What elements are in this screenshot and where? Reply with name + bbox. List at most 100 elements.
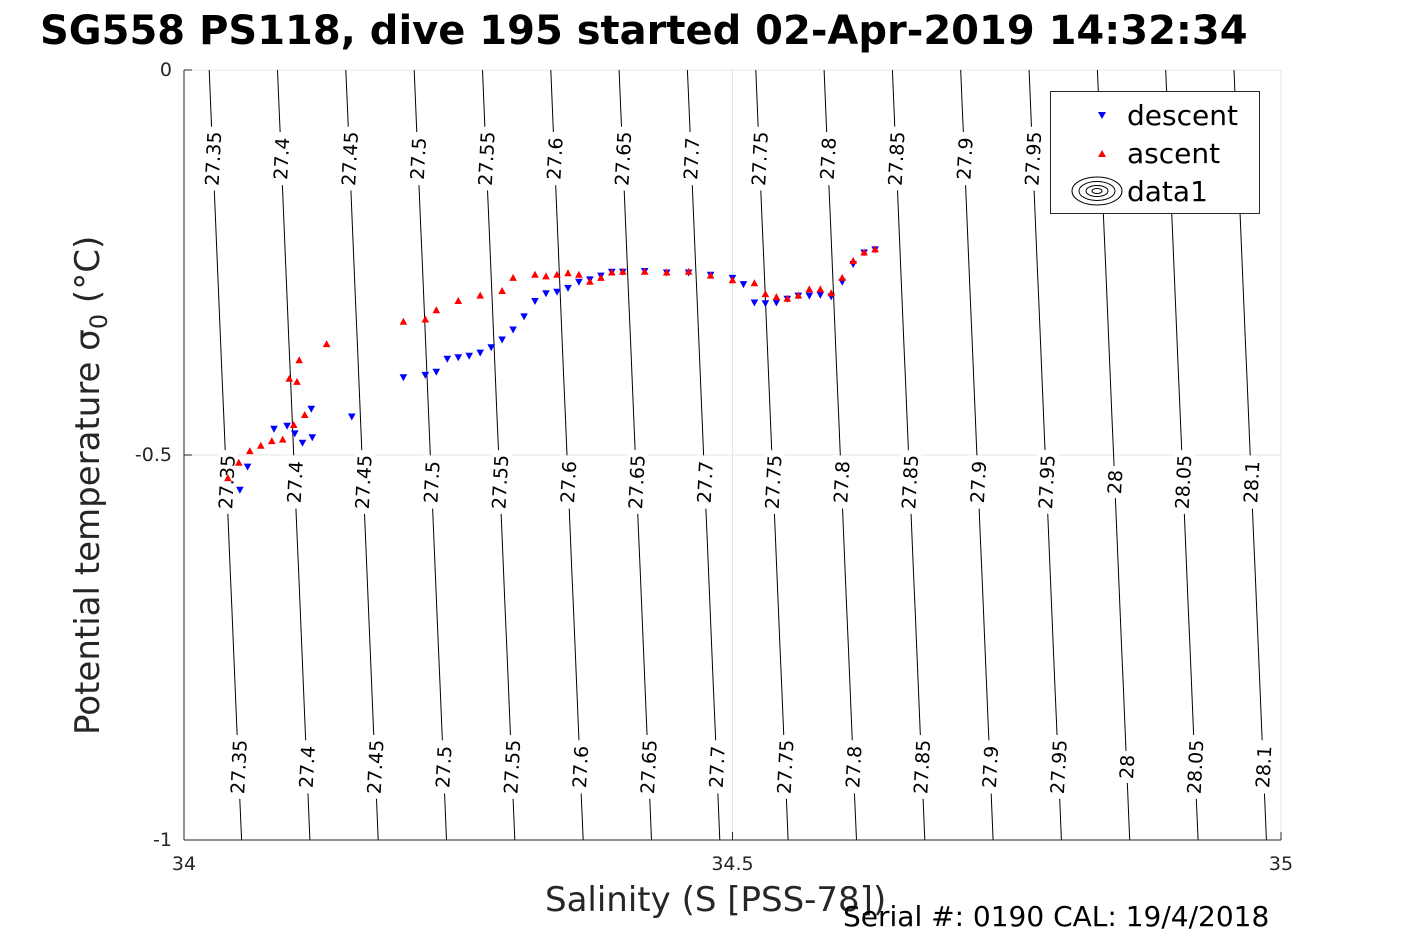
x-tick-label: 34.5 [711, 853, 753, 875]
descent-point [805, 292, 814, 300]
descent-point [476, 349, 484, 357]
contour-label-bg [337, 126, 362, 191]
contour-label-group: 27.9 [978, 739, 1003, 794]
descent-point [298, 439, 307, 447]
contour-label-bg [693, 455, 717, 509]
ascent-point [575, 270, 583, 278]
descent-point [761, 300, 770, 308]
contour-label: 27.75 [762, 454, 787, 509]
descent-point [308, 434, 317, 442]
contour-label: 27.7 [694, 460, 718, 503]
contour-label-group: 28.05 [1183, 734, 1209, 800]
ascent-point [235, 458, 243, 466]
serial-cal-footer: Serial #: 0190 CAL: 19/4/2018 [843, 900, 1270, 933]
contour-label: 28.05 [1184, 739, 1209, 794]
contour-label-bg [1251, 739, 1275, 794]
contour-label-group: 28.05 [1171, 449, 1197, 515]
contour-icon [1071, 176, 1123, 206]
contour-label-bg [295, 739, 319, 794]
ascent-point [293, 377, 301, 385]
descent-point [465, 352, 473, 360]
ascent-point [285, 374, 294, 382]
ascent-point [586, 277, 594, 285]
descent-point [520, 313, 528, 321]
contour-label-group: 28 [1103, 465, 1127, 499]
ascent-point [509, 273, 517, 281]
contour-label: 28 [1104, 469, 1127, 494]
descent-point [454, 354, 463, 362]
contour-label: 27.75 [748, 131, 773, 186]
ascent-point [816, 285, 825, 293]
contour-label: 27.5 [420, 460, 444, 503]
descent-point [542, 290, 550, 298]
ascent-point [608, 268, 616, 276]
ascent-point [860, 248, 868, 256]
contour-label: 27.8 [842, 745, 866, 788]
contour-label-group: 27.95 [1046, 734, 1072, 800]
contour-label-group: 27.8 [842, 739, 866, 794]
legend-label-ascent: ascent [1127, 137, 1221, 170]
contour-label-bg [761, 449, 785, 515]
contour-label-bg [568, 739, 592, 794]
descent-point [443, 355, 452, 363]
ascent-point [662, 268, 671, 276]
contour-label: 28.05 [1172, 454, 1197, 509]
ascent-point [432, 306, 441, 314]
descent-point [816, 291, 825, 299]
data-series [224, 245, 879, 494]
ascent-point [849, 257, 857, 264]
contour-label: 27.75 [774, 739, 799, 794]
contour-label-group: 27.65 [636, 734, 662, 800]
descent-point [487, 344, 495, 352]
ascent-point [640, 267, 649, 275]
contour-label: 27.95 [1035, 454, 1060, 509]
contour-label-bg [420, 455, 443, 509]
ascent-point [289, 421, 298, 428]
descent-point [236, 486, 244, 494]
y-axis-label-unit: (°C) [68, 235, 108, 304]
contour-label: 27.9 [967, 460, 991, 503]
contour-label-group: 27.35 [226, 734, 252, 800]
contour-label: 27.55 [475, 131, 500, 186]
contour-label-bg [747, 126, 772, 191]
chart-title: SG558 PS118, dive 195 started 02-Apr-201… [40, 8, 1248, 54]
contour-label: 28 [1116, 754, 1139, 779]
descent-point [772, 299, 781, 307]
descent-point [270, 425, 278, 433]
contour-label: 27.7 [706, 745, 730, 788]
legend: descent ascent data1 [1050, 91, 1260, 214]
contour-label-group: 27.55 [474, 126, 500, 191]
y-tick-label: -0.5 [135, 444, 172, 466]
ascent-point [553, 270, 561, 278]
ascent-point [454, 297, 463, 304]
ascent-point [761, 290, 770, 298]
ascent-point [684, 267, 693, 275]
contour-label-bg [363, 734, 387, 800]
legend-entry-ascent: ascent [1051, 135, 1259, 171]
contour-label-group: 27.95 [1034, 449, 1060, 515]
contour-label-bg [705, 739, 729, 794]
descent-point [283, 422, 291, 430]
contour-label-group: 27.55 [500, 734, 525, 800]
contour-label-group: 27.9 [966, 455, 991, 509]
axes: 34 34.5 35 0 -0.5 -1 [135, 59, 1293, 875]
descent-point [421, 371, 430, 379]
contour-label-group: 27.45 [337, 126, 363, 191]
contour-label: 27.55 [500, 739, 525, 794]
contour-label: 27.4 [284, 460, 308, 503]
y-axis-label-subscript: 0 [84, 313, 113, 330]
contour-label-bg [226, 734, 251, 800]
descent-marker-icon [1098, 112, 1106, 119]
contour-label-bg [978, 739, 1002, 794]
legend-entry-data1: data1 [1051, 173, 1259, 209]
contour-label-group: 27.5 [420, 455, 445, 509]
contour-label-bg [636, 734, 661, 800]
contour-label-group: 28.1 [1251, 739, 1276, 794]
ascent-point [257, 441, 265, 449]
contour-label-group: 27.8 [830, 455, 854, 509]
contour-label-group: 27.65 [624, 449, 650, 515]
contour-label-bg [773, 734, 797, 800]
contour-label-group: 27.35 [201, 126, 226, 191]
ascent-point [295, 356, 303, 364]
contour-label-group: 27.65 [611, 126, 636, 191]
